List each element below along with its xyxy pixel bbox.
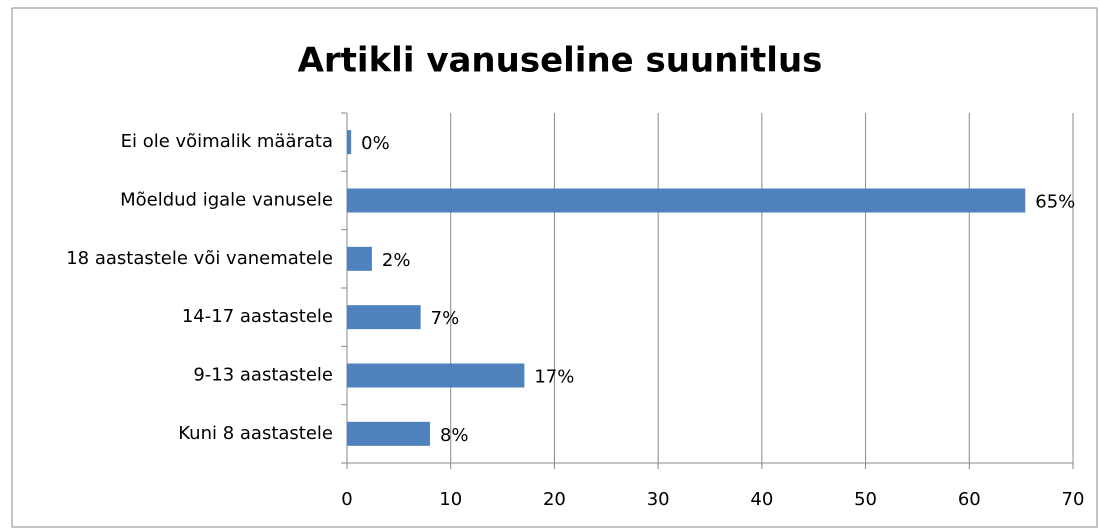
x-tick-label: 10 — [439, 489, 462, 510]
bar — [347, 130, 352, 155]
y-tick-label: Ei ole võimalik määrata — [121, 131, 333, 152]
x-tick-label: 70 — [1062, 489, 1085, 510]
y-tick-label: 9-13 aastastele — [193, 365, 333, 386]
y-tick-label: Mõeldud igale vanusele — [120, 190, 333, 211]
value-label: 65% — [1035, 192, 1075, 213]
x-tick-label: 40 — [750, 489, 773, 510]
x-tick-label: 0 — [341, 489, 352, 510]
x-tick-label: 60 — [958, 489, 981, 510]
bar — [347, 246, 372, 271]
value-label: 2% — [382, 250, 411, 271]
y-tick-label: 18 aastastele või vanematele — [66, 248, 333, 269]
value-label: 17% — [534, 367, 574, 388]
x-tick-label: 30 — [647, 489, 670, 510]
x-tick-label: 50 — [854, 489, 877, 510]
y-tick-label: 14-17 aastastele — [182, 306, 333, 327]
bar — [347, 305, 421, 330]
y-tick-label: Kuni 8 aastastele — [178, 423, 333, 444]
chart-title: Artikli vanuseline suunitlus — [298, 41, 823, 81]
bar — [347, 421, 430, 446]
value-label: 0% — [361, 133, 390, 154]
value-label: 8% — [440, 425, 469, 446]
bar — [347, 188, 1026, 213]
bar — [347, 363, 525, 388]
value-label: 7% — [431, 308, 460, 329]
x-tick-label: 20 — [543, 489, 566, 510]
